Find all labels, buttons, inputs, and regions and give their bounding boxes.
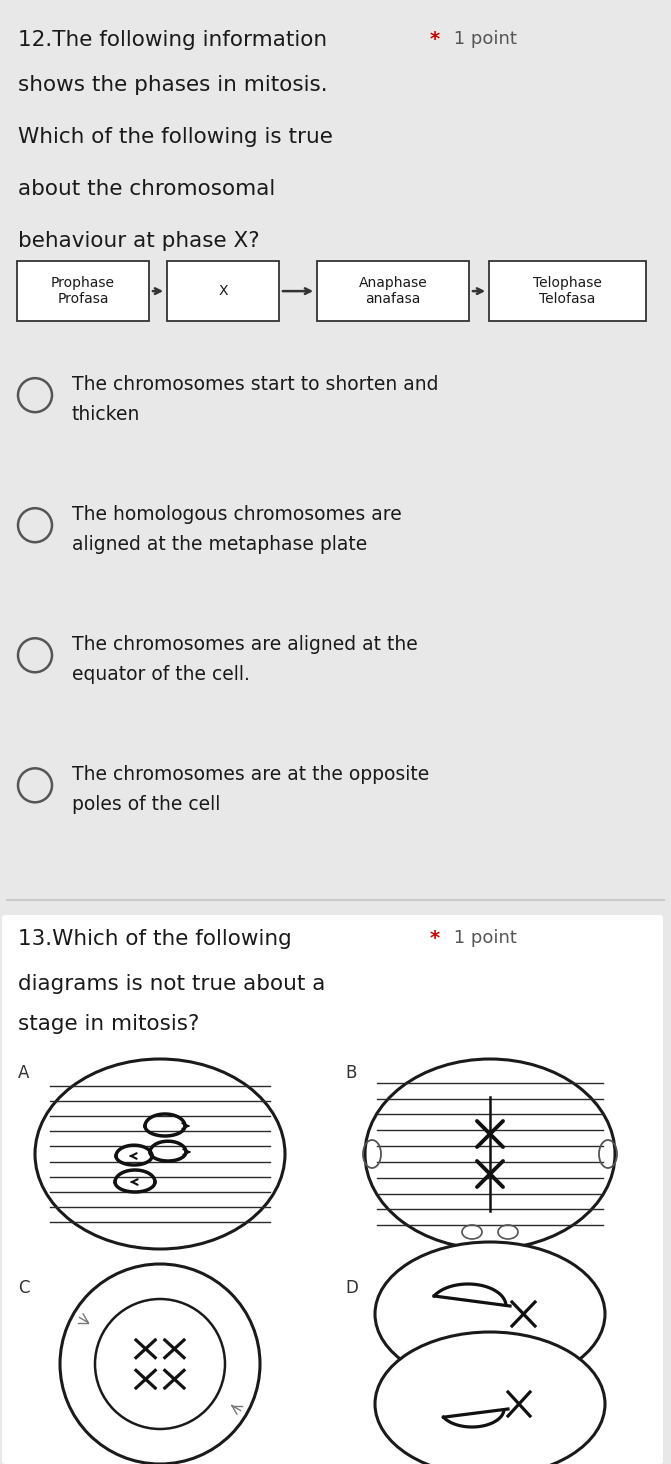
Ellipse shape [375,1332,605,1464]
Text: A: A [18,1064,30,1082]
Text: 1 point: 1 point [448,31,517,48]
Text: X: X [218,284,227,299]
Text: D: D [345,1280,358,1297]
Text: *: * [430,930,440,949]
Ellipse shape [375,1241,605,1386]
Text: stage in mitosis?: stage in mitosis? [18,1015,199,1034]
Text: The chromosomes are at the opposite: The chromosomes are at the opposite [72,766,429,785]
Text: *: * [430,31,440,48]
Text: behaviour at phase X?: behaviour at phase X? [18,231,260,252]
FancyBboxPatch shape [2,915,663,1464]
FancyBboxPatch shape [17,261,149,321]
Ellipse shape [365,1058,615,1249]
Text: Anaphase
anafasa: Anaphase anafasa [358,277,427,306]
Text: poles of the cell: poles of the cell [72,795,220,814]
Text: C: C [18,1280,30,1297]
Text: 12.The following information: 12.The following information [18,31,327,50]
Text: 13.Which of the following: 13.Which of the following [18,930,292,949]
Ellipse shape [95,1299,225,1429]
FancyBboxPatch shape [317,261,469,321]
FancyBboxPatch shape [167,261,279,321]
Text: 1 point: 1 point [448,930,517,947]
Text: diagrams is not true about a: diagrams is not true about a [18,974,325,994]
Text: Which of the following is true: Which of the following is true [18,127,333,146]
Text: aligned at the metaphase plate: aligned at the metaphase plate [72,536,367,555]
Text: equator of the cell.: equator of the cell. [72,665,250,684]
Text: Prophase
Profasa: Prophase Profasa [51,277,115,306]
Text: The homologous chromosomes are: The homologous chromosomes are [72,505,402,524]
Ellipse shape [60,1263,260,1464]
Ellipse shape [35,1058,285,1249]
Text: The chromosomes are aligned at the: The chromosomes are aligned at the [72,635,418,654]
FancyBboxPatch shape [489,261,646,321]
Text: shows the phases in mitosis.: shows the phases in mitosis. [18,75,327,95]
Text: thicken: thicken [72,406,140,425]
Text: The chromosomes start to shorten and: The chromosomes start to shorten and [72,375,439,394]
Text: B: B [345,1064,356,1082]
Text: Telophase
Telofasa: Telophase Telofasa [533,277,602,306]
Text: about the chromosomal: about the chromosomal [18,179,275,199]
